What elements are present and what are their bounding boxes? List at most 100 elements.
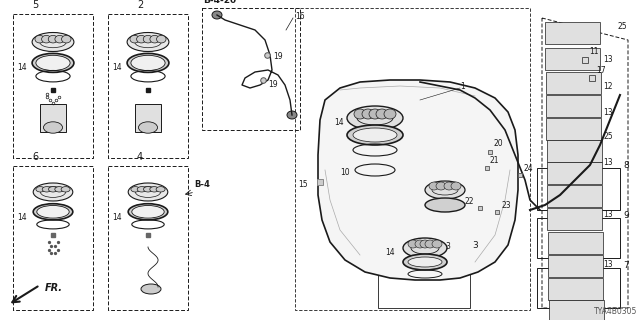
Polygon shape (318, 80, 518, 280)
Text: 25: 25 (617, 22, 627, 31)
Ellipse shape (141, 284, 161, 294)
Ellipse shape (143, 35, 153, 43)
Ellipse shape (36, 55, 70, 70)
Text: 5: 5 (32, 0, 38, 10)
Text: 3: 3 (445, 242, 450, 251)
Text: 14: 14 (112, 213, 122, 222)
Text: 10: 10 (340, 168, 350, 177)
Ellipse shape (128, 204, 168, 220)
Polygon shape (547, 208, 602, 230)
Text: B-4: B-4 (194, 180, 210, 189)
Text: 23: 23 (501, 201, 511, 210)
Text: FR.: FR. (45, 283, 63, 293)
Ellipse shape (61, 187, 70, 192)
Ellipse shape (212, 11, 222, 19)
Text: 17: 17 (596, 66, 605, 75)
Text: 22: 22 (465, 197, 474, 206)
Ellipse shape (137, 187, 146, 192)
Ellipse shape (156, 187, 165, 192)
Ellipse shape (444, 182, 454, 190)
Ellipse shape (42, 35, 51, 43)
Polygon shape (40, 104, 67, 132)
Ellipse shape (425, 181, 465, 199)
Ellipse shape (347, 106, 403, 130)
Ellipse shape (131, 187, 140, 192)
Text: 13: 13 (603, 55, 612, 64)
Text: 19: 19 (268, 80, 278, 89)
Ellipse shape (429, 182, 439, 190)
Ellipse shape (131, 55, 165, 70)
Ellipse shape (451, 182, 461, 190)
Ellipse shape (127, 53, 169, 72)
Ellipse shape (42, 187, 51, 192)
Text: 13: 13 (603, 210, 612, 219)
Polygon shape (134, 104, 161, 132)
Text: 8: 8 (623, 161, 628, 170)
Polygon shape (548, 278, 604, 300)
Polygon shape (547, 162, 602, 184)
Text: 20: 20 (494, 139, 504, 148)
Ellipse shape (287, 111, 297, 119)
Ellipse shape (48, 35, 58, 43)
Text: 9: 9 (623, 211, 628, 220)
Ellipse shape (35, 35, 44, 43)
Ellipse shape (138, 122, 157, 133)
Ellipse shape (362, 109, 374, 119)
Ellipse shape (425, 198, 465, 212)
Ellipse shape (353, 128, 397, 142)
Text: 7: 7 (623, 261, 628, 270)
Ellipse shape (408, 240, 418, 248)
Text: 13: 13 (603, 108, 612, 117)
Polygon shape (548, 300, 604, 320)
Ellipse shape (157, 35, 166, 43)
Ellipse shape (132, 205, 164, 218)
Ellipse shape (44, 122, 63, 133)
Text: 14: 14 (334, 118, 344, 127)
Polygon shape (547, 185, 602, 207)
Text: 14: 14 (17, 63, 27, 72)
Ellipse shape (130, 35, 140, 43)
Text: 13: 13 (603, 158, 612, 167)
Text: 14: 14 (112, 63, 122, 72)
Text: 6: 6 (32, 152, 38, 162)
Ellipse shape (376, 109, 388, 119)
Ellipse shape (420, 240, 430, 248)
Text: 15: 15 (298, 180, 308, 189)
Text: 2: 2 (137, 0, 143, 10)
Polygon shape (546, 95, 601, 117)
Text: 19: 19 (273, 52, 283, 61)
Ellipse shape (33, 204, 73, 220)
Ellipse shape (384, 109, 396, 119)
Ellipse shape (369, 109, 381, 119)
Text: 21: 21 (490, 156, 499, 165)
Ellipse shape (150, 187, 159, 192)
Ellipse shape (432, 240, 442, 248)
Ellipse shape (150, 35, 159, 43)
Polygon shape (545, 48, 600, 70)
Ellipse shape (143, 187, 152, 192)
Ellipse shape (32, 33, 74, 52)
Text: TYA4B0305: TYA4B0305 (594, 307, 637, 316)
Ellipse shape (55, 187, 64, 192)
Ellipse shape (136, 35, 146, 43)
Ellipse shape (61, 35, 71, 43)
Text: 25: 25 (603, 132, 612, 141)
Polygon shape (547, 140, 602, 162)
Ellipse shape (403, 254, 447, 270)
Polygon shape (548, 255, 603, 277)
Ellipse shape (127, 33, 169, 52)
Text: 14: 14 (17, 213, 27, 222)
Ellipse shape (36, 187, 45, 192)
Text: 4: 4 (137, 152, 143, 162)
Ellipse shape (347, 125, 403, 145)
Polygon shape (548, 232, 603, 254)
Text: B-4-20: B-4-20 (203, 0, 236, 5)
Ellipse shape (36, 205, 69, 218)
Ellipse shape (415, 240, 425, 248)
Ellipse shape (403, 238, 447, 258)
Ellipse shape (49, 187, 58, 192)
Ellipse shape (33, 183, 73, 201)
Ellipse shape (408, 257, 442, 267)
Ellipse shape (425, 240, 435, 248)
Text: 16: 16 (295, 12, 305, 21)
